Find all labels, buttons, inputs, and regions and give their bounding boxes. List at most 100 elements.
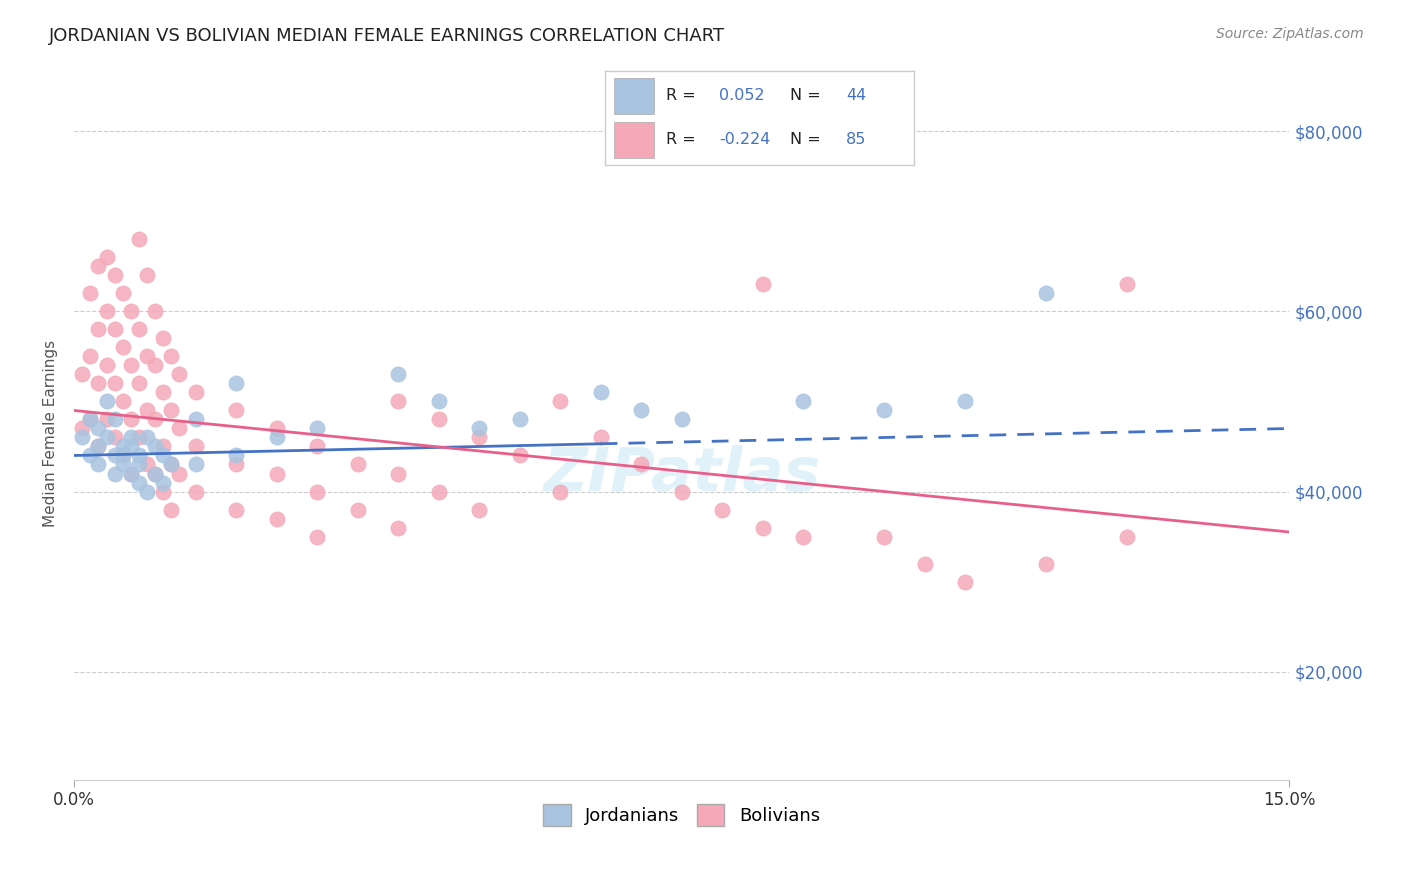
Point	[509, 449, 531, 463]
Point	[468, 421, 491, 435]
Point	[152, 440, 174, 454]
Point	[792, 394, 814, 409]
Point	[548, 394, 571, 409]
Text: 85: 85	[846, 132, 866, 147]
Point	[184, 440, 207, 454]
Point	[468, 502, 491, 516]
Point	[111, 458, 134, 472]
Point	[111, 449, 134, 463]
Text: Source: ZipAtlas.com: Source: ZipAtlas.com	[1216, 27, 1364, 41]
Point	[169, 467, 191, 481]
Point	[79, 449, 101, 463]
Point	[128, 458, 150, 472]
Text: N =: N =	[790, 132, 827, 147]
Point	[387, 394, 409, 409]
Point	[160, 502, 183, 516]
Text: 0.052: 0.052	[718, 88, 765, 103]
Point	[225, 502, 247, 516]
Point	[79, 412, 101, 426]
Point	[169, 368, 191, 382]
Point	[120, 430, 142, 444]
Point	[152, 449, 174, 463]
Text: ZIPatlas: ZIPatlas	[543, 445, 820, 504]
Point	[160, 458, 183, 472]
Point	[104, 449, 127, 463]
Point	[111, 449, 134, 463]
Point	[79, 286, 101, 301]
Point	[128, 475, 150, 490]
Point	[630, 403, 652, 417]
Point	[128, 430, 150, 444]
Point	[1116, 529, 1139, 543]
Point	[87, 260, 110, 274]
Point	[111, 394, 134, 409]
Point	[671, 412, 693, 426]
Point	[346, 502, 368, 516]
Point	[128, 322, 150, 336]
Point	[152, 475, 174, 490]
Point	[79, 412, 101, 426]
Point	[184, 458, 207, 472]
Point	[120, 440, 142, 454]
Point	[143, 412, 166, 426]
Point	[143, 467, 166, 481]
Point	[711, 502, 734, 516]
Point	[111, 286, 134, 301]
Point	[120, 359, 142, 373]
Point	[468, 430, 491, 444]
Point	[87, 440, 110, 454]
Point	[752, 277, 775, 292]
Point	[509, 412, 531, 426]
Point	[104, 412, 127, 426]
Point	[225, 376, 247, 391]
Text: R =: R =	[666, 132, 702, 147]
Point	[104, 268, 127, 283]
Point	[70, 368, 93, 382]
Point	[955, 394, 977, 409]
Point	[548, 484, 571, 499]
Point	[96, 304, 118, 318]
Point	[120, 467, 142, 481]
Point	[70, 421, 93, 435]
Point	[792, 529, 814, 543]
Point	[266, 430, 288, 444]
Point	[160, 403, 183, 417]
Text: JORDANIAN VS BOLIVIAN MEDIAN FEMALE EARNINGS CORRELATION CHART: JORDANIAN VS BOLIVIAN MEDIAN FEMALE EARN…	[49, 27, 725, 45]
Point	[184, 484, 207, 499]
Point	[136, 484, 159, 499]
Point	[96, 251, 118, 265]
Point	[136, 403, 159, 417]
Point	[266, 421, 288, 435]
Point	[96, 430, 118, 444]
Point	[96, 412, 118, 426]
Point	[387, 467, 409, 481]
Point	[225, 449, 247, 463]
Point	[152, 484, 174, 499]
Point	[752, 520, 775, 534]
Point	[152, 385, 174, 400]
Point	[120, 467, 142, 481]
Point	[111, 440, 134, 454]
Point	[427, 412, 450, 426]
Y-axis label: Median Female Earnings: Median Female Earnings	[44, 340, 58, 526]
Point	[104, 376, 127, 391]
Point	[128, 449, 150, 463]
Point	[70, 430, 93, 444]
Text: N =: N =	[790, 88, 827, 103]
Point	[307, 484, 329, 499]
Legend: Jordanians, Bolivians: Jordanians, Bolivians	[536, 797, 827, 833]
Point	[346, 458, 368, 472]
Point	[307, 440, 329, 454]
Bar	[614, 78, 654, 113]
Point	[1116, 277, 1139, 292]
Point	[111, 341, 134, 355]
Point	[1035, 557, 1057, 571]
Point	[152, 331, 174, 345]
Point	[184, 412, 207, 426]
Point	[427, 484, 450, 499]
Point	[160, 350, 183, 364]
Point	[120, 412, 142, 426]
Point	[87, 440, 110, 454]
Point	[589, 430, 612, 444]
Point	[143, 304, 166, 318]
